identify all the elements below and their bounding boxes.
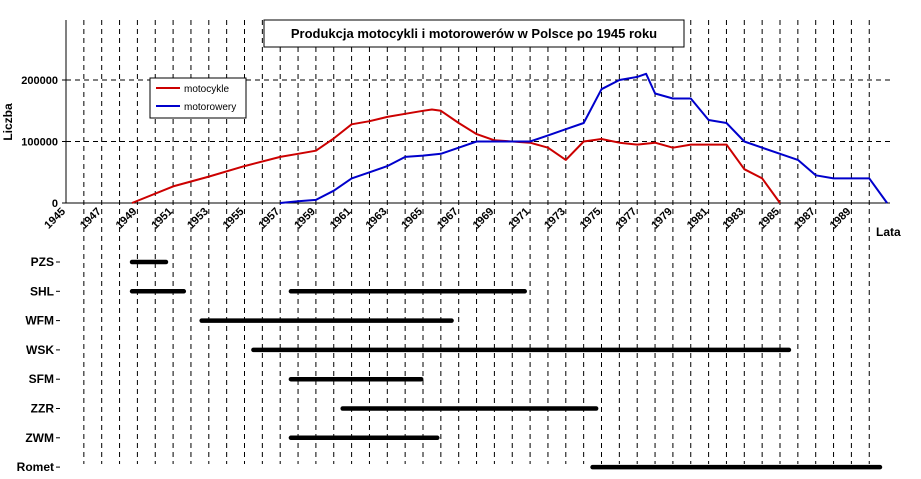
x-tick-label: 1959 <box>292 206 318 232</box>
x-axis-label: Lata <box>876 225 901 239</box>
y-axis-label: Liczba <box>1 103 15 141</box>
series-layer <box>131 72 888 204</box>
x-tick-label: 1973 <box>542 206 568 232</box>
manufacturer-label: SFM <box>29 372 54 386</box>
x-tick-label: 1989 <box>828 206 854 232</box>
manufacturer-label: ZWM <box>25 431 54 445</box>
legend-label-motocykle: motocykle <box>184 84 229 95</box>
x-tick-label: 1953 <box>185 206 211 232</box>
manufacturer-label: Romet <box>17 460 54 474</box>
x-tick-label: 1975 <box>578 206 604 232</box>
y-tick-label: 200000 <box>21 75 58 87</box>
x-tick-label: 1979 <box>649 206 675 232</box>
x-tick-label: 1969 <box>471 206 497 232</box>
grid <box>66 20 890 464</box>
y-tick-label: 0 <box>52 198 58 210</box>
x-tick-label: 1947 <box>78 206 104 232</box>
series-line-motocykle <box>131 108 781 204</box>
x-tick-label: 1955 <box>221 206 247 232</box>
x-tick-label: 1951 <box>149 206 175 232</box>
x-tick-label: 1945 <box>42 206 68 232</box>
y-tick-label: 100000 <box>21 137 58 149</box>
manufacturer-bars: PZS SHL WFM WSK SFM ZZR ZWM Romet <box>17 255 883 474</box>
x-tick-label: 1983 <box>721 206 747 232</box>
x-tick-label: 1981 <box>685 206 711 232</box>
legend: motocykle motorowery <box>149 77 247 119</box>
manufacturer-label: WSK <box>26 343 54 357</box>
manufacturer-label: WFM <box>25 314 54 328</box>
x-tick-label: 1987 <box>792 206 818 232</box>
chart-title: Produkcja motocykli i motorowerów w Pols… <box>291 26 657 41</box>
manufacturer-label: SHL <box>30 284 54 298</box>
x-tick-label: 1977 <box>614 206 640 232</box>
legend-label-motorowery: motorowery <box>184 102 236 113</box>
x-tick-label: 1949 <box>114 206 140 232</box>
manufacturer-label: ZZR <box>31 402 55 416</box>
x-tick-label: 1961 <box>328 206 354 232</box>
x-tick-label: 1967 <box>435 206 461 232</box>
series-line-motorowery <box>280 72 888 204</box>
x-tick-label: 1965 <box>399 206 425 232</box>
x-tick-label: 1985 <box>756 206 782 232</box>
axes <box>62 20 890 204</box>
x-tick-label: 1971 <box>506 206 532 232</box>
manufacturer-label: PZS <box>31 255 54 269</box>
x-tick-label: 1963 <box>364 206 390 232</box>
x-tick-label: 1957 <box>257 206 283 232</box>
chart-title-box: Produkcja motocykli i motorowerów w Pols… <box>263 19 685 48</box>
